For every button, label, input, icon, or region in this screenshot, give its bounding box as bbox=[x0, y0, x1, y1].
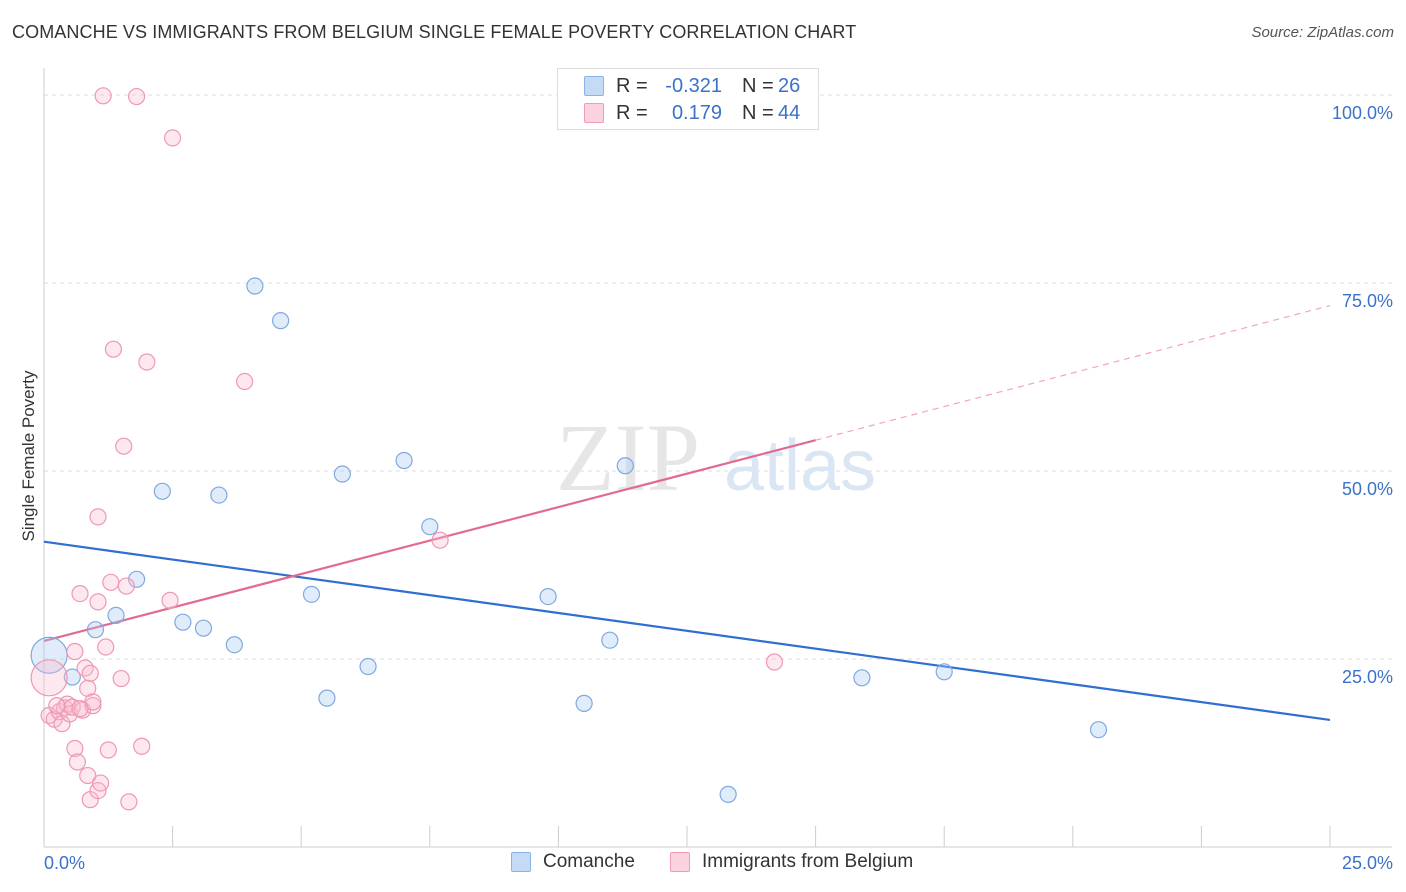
comanche-point bbox=[272, 312, 290, 330]
belgium-legend-label: Immigrants from Belgium bbox=[702, 851, 914, 872]
comanche-point bbox=[719, 785, 737, 803]
belgium-swatch bbox=[584, 103, 604, 123]
axes bbox=[43, 68, 1392, 848]
belgium-point bbox=[112, 669, 130, 688]
comanche-point bbox=[86, 621, 105, 639]
belgium-point bbox=[94, 87, 112, 105]
belgium-point bbox=[76, 659, 94, 677]
comanche-point bbox=[359, 657, 377, 676]
watermark-atlas: atlas bbox=[724, 426, 876, 506]
belgium-point bbox=[164, 129, 182, 147]
y-tick-label: 25.0% bbox=[1342, 667, 1393, 687]
comanche-point bbox=[210, 486, 228, 504]
belgium-point bbox=[97, 638, 115, 656]
comanche-point bbox=[853, 669, 871, 687]
comanche-point bbox=[127, 570, 146, 588]
belgium-point bbox=[84, 697, 102, 715]
y-tick-label: 50.0% bbox=[1342, 479, 1393, 499]
legend-item-belgium[interactable]: Immigrants from Belgium bbox=[670, 851, 913, 873]
belgium-trend-line bbox=[43, 439, 816, 643]
comanche-trend-line bbox=[43, 540, 1331, 722]
belgium-point bbox=[66, 739, 84, 758]
r-value: -0.321 bbox=[665, 74, 722, 97]
stats-legend: R = -0.321 N = 26 R = 0.179 N = 44 bbox=[557, 68, 819, 130]
belgium-point bbox=[104, 340, 123, 358]
belgium-point bbox=[765, 653, 784, 671]
comanche-point bbox=[302, 585, 321, 603]
comanche-swatch bbox=[584, 76, 604, 96]
n-label: N = bbox=[742, 74, 774, 97]
belgium-point bbox=[71, 584, 89, 603]
n-label: N = bbox=[742, 101, 774, 124]
belgium-trend-extension bbox=[815, 305, 1331, 441]
comanche-legend-label: Comanche bbox=[543, 851, 635, 872]
x-tick-label: 0.0% bbox=[44, 853, 85, 873]
comanche-point bbox=[539, 587, 557, 606]
belgium-point bbox=[120, 793, 138, 811]
belgium-point bbox=[115, 437, 133, 455]
comanche-point bbox=[575, 694, 593, 712]
chart-source: Source: ZipAtlas.com bbox=[1251, 24, 1394, 41]
legend-item-comanche[interactable]: Comanche bbox=[511, 851, 635, 873]
chart-title: COMANCHE VS IMMIGRANTS FROM BELGIUM SING… bbox=[12, 22, 857, 42]
belgium-point bbox=[99, 741, 117, 759]
r-label: R = bbox=[616, 74, 648, 97]
belgium-point bbox=[102, 573, 120, 591]
y-axis-label: Single Female Poverty bbox=[19, 370, 38, 542]
x-tick-label: 25.0% bbox=[1342, 853, 1393, 873]
comanche-point bbox=[333, 465, 351, 483]
comanche-point bbox=[318, 689, 336, 707]
belgium-point bbox=[431, 531, 449, 549]
belgium-point bbox=[48, 697, 66, 715]
belgium-point bbox=[89, 593, 107, 611]
y-tick-label: 75.0% bbox=[1342, 291, 1393, 311]
comanche-point bbox=[616, 457, 634, 475]
comanche-point bbox=[225, 636, 243, 654]
y-tick-label: 100.0% bbox=[1332, 103, 1393, 123]
belgium-point bbox=[81, 664, 99, 682]
watermark: ZIP atlas bbox=[556, 404, 876, 511]
belgium-point bbox=[133, 737, 151, 755]
comanche-point bbox=[107, 606, 125, 624]
trend-lines bbox=[43, 305, 1331, 722]
belgium-point bbox=[71, 700, 89, 718]
n-value: 44 bbox=[778, 101, 801, 124]
comanche-point bbox=[1089, 721, 1108, 739]
watermark-zip: ZIP bbox=[556, 404, 700, 511]
belgium-point bbox=[68, 753, 87, 771]
gridlines bbox=[44, 94, 1392, 660]
r-label: R = bbox=[616, 101, 648, 124]
belgium-point bbox=[138, 353, 156, 371]
comanche-point bbox=[935, 663, 953, 681]
comanche-point bbox=[153, 482, 171, 500]
belgium-point bbox=[127, 87, 146, 106]
comanche-legend-swatch bbox=[511, 852, 531, 872]
comanche-point bbox=[601, 631, 619, 649]
belgium-point bbox=[66, 642, 84, 661]
belgium-point bbox=[79, 766, 97, 785]
stats-legend-row-belgium: R = 0.179 N = 44 bbox=[584, 100, 800, 126]
belgium-legend-swatch bbox=[670, 852, 690, 872]
belgium-point bbox=[161, 591, 179, 609]
comanche-point bbox=[421, 518, 439, 536]
comanche-point bbox=[246, 277, 264, 295]
data-points bbox=[30, 87, 1108, 811]
tick-labels: 25.0% 50.0% 75.0% 100.0% 0.0% 25.0% bbox=[44, 103, 1393, 873]
comanche-point bbox=[174, 613, 192, 631]
comanche-point bbox=[63, 668, 81, 686]
belgium-point bbox=[89, 508, 107, 526]
comanche-point bbox=[395, 451, 413, 470]
n-value: 26 bbox=[778, 74, 801, 97]
belgium-point bbox=[91, 774, 110, 792]
belgium-point bbox=[61, 705, 79, 723]
belgium-point bbox=[30, 659, 68, 697]
comanche-point bbox=[194, 619, 213, 637]
belgium-point bbox=[236, 372, 254, 391]
belgium-point bbox=[117, 577, 135, 595]
stats-legend-row-comanche: R = -0.321 N = 26 bbox=[584, 73, 800, 99]
r-value: 0.179 bbox=[671, 101, 722, 124]
